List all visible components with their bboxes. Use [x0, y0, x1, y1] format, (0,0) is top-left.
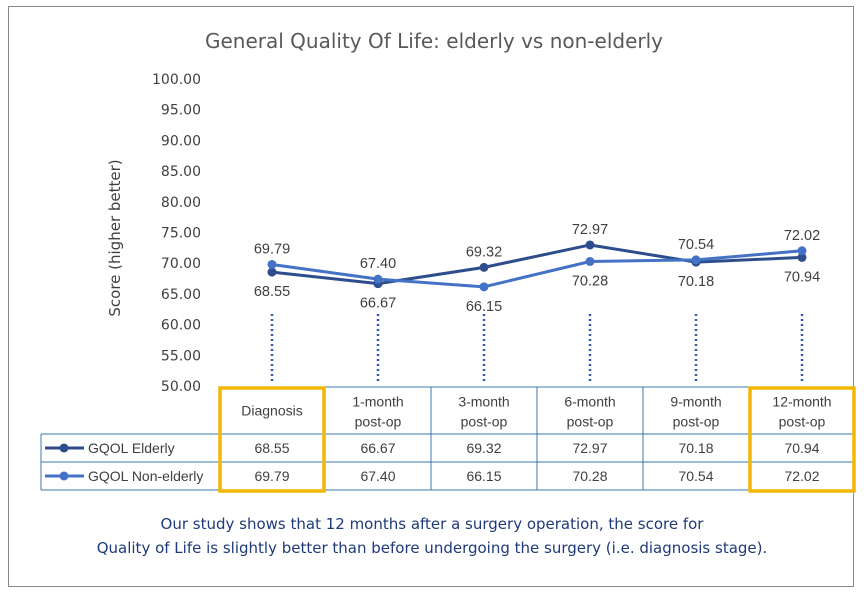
data-label: 69.32 [466, 244, 502, 260]
category-label: post-op [779, 414, 826, 430]
data-label: 67.40 [360, 256, 396, 272]
y-tick-label: 95.00 [161, 103, 201, 119]
data-point [585, 240, 595, 250]
category-label: post-op [355, 414, 402, 430]
table-value: 72.97 [572, 440, 607, 456]
y-axis-label: Score (higher better) [106, 159, 124, 316]
category-label: 3-month [458, 394, 509, 410]
legend-label: GQOL Non-elderly [88, 468, 203, 484]
legend-marker [59, 443, 69, 453]
data-label: 68.55 [254, 284, 290, 300]
y-tick-label: 85.00 [161, 164, 201, 180]
table-value: 66.67 [360, 440, 395, 456]
data-label: 66.15 [466, 299, 502, 315]
data-point [479, 262, 489, 272]
category-label: post-op [567, 414, 614, 430]
table-value: 70.94 [784, 440, 819, 456]
data-point [267, 267, 277, 277]
chart-title: General Quality Of Life: elderly vs non-… [205, 29, 663, 53]
table-value: 69.79 [254, 468, 289, 484]
legend-label: GQOL Elderly [88, 440, 175, 456]
y-tick-label: 70.00 [161, 256, 201, 272]
data-label: 70.94 [784, 269, 820, 285]
table-value: 70.18 [678, 440, 713, 456]
data-label: 66.67 [360, 296, 396, 312]
data-point [797, 252, 807, 262]
data-label: 72.02 [784, 228, 820, 244]
data-label: 70.28 [572, 273, 608, 289]
category-label: Diagnosis [241, 403, 302, 419]
table-value: 66.15 [466, 468, 501, 484]
data-point [373, 274, 383, 284]
category-label: post-op [461, 414, 508, 430]
chart: General Quality Of Life: elderly vs non-… [40, 29, 856, 493]
y-tick-label: 50.00 [161, 379, 201, 395]
table-value: 68.55 [254, 440, 289, 456]
category-label: post-op [673, 414, 720, 430]
data-label: 70.18 [678, 274, 714, 290]
category-label: 6-month [564, 394, 615, 410]
highlight-boxes [218, 386, 856, 493]
y-tick-label: 100.00 [152, 72, 201, 88]
data-labels: 69.79 68.55 67.40 66.67 69.32 66.15 72.97 70.28… [254, 222, 820, 315]
table-value: 67.40 [360, 468, 395, 484]
category-label: 12-month [772, 394, 831, 410]
series-lines [267, 240, 807, 292]
y-tick-label: 90.00 [161, 133, 201, 149]
data-label: 72.97 [572, 222, 608, 238]
y-tick-label: 75.00 [161, 226, 201, 242]
table-value: 70.28 [572, 468, 607, 484]
series-line-non-elderly [270, 249, 804, 289]
y-axis-ticks: 100.00 95.00 90.00 85.00 80.00 75.00 70.00 65.0… [152, 72, 201, 395]
category-guides [270, 314, 804, 384]
table-value: 70.54 [678, 468, 713, 484]
data-label: 69.79 [254, 241, 290, 257]
legend-marker [59, 471, 69, 481]
data-point [267, 259, 277, 269]
series-line-elderly [270, 243, 804, 286]
caption-line-1: Our study shows that 12 months after a s… [160, 515, 704, 533]
category-label: 1-month [352, 394, 403, 410]
data-point [585, 256, 595, 266]
highlight-box [218, 386, 326, 493]
table-value: 69.32 [466, 440, 501, 456]
data-table: Diagnosis 1-month post-op 3-month post-op 6-m… [40, 386, 856, 491]
y-tick-label: 65.00 [161, 287, 201, 303]
data-label: 70.54 [678, 237, 714, 253]
data-point [479, 282, 489, 292]
data-point [797, 246, 807, 256]
y-tick-label: 80.00 [161, 195, 201, 211]
table-value: 72.02 [784, 468, 819, 484]
caption-line-2: Quality of Life is slightly better than … [96, 539, 768, 557]
data-point [691, 255, 701, 265]
highlight-box [748, 386, 856, 493]
category-label: 9-month [670, 394, 721, 410]
y-tick-label: 55.00 [161, 348, 201, 364]
y-tick-label: 60.00 [161, 318, 201, 334]
